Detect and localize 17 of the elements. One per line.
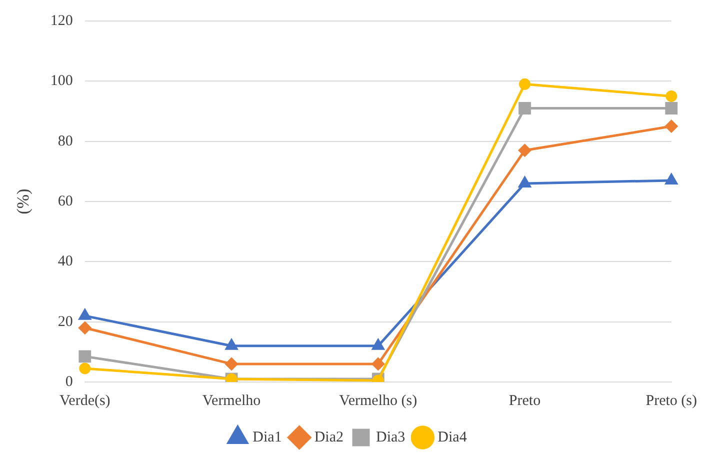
y-tick-label: 20 [58,314,73,330]
legend-label: Dia1 [252,429,282,446]
y-tick-label: 40 [58,254,73,270]
x-tick-label: Preto [508,392,541,409]
y-tick-label: 60 [58,193,73,210]
y-tick-label: 0 [65,374,73,390]
x-tick-label: Vermelho [202,392,261,409]
y-tick-label: 80 [58,133,73,150]
y-tick-label: 100 [50,73,73,90]
x-tick-label: Vermelho (s) [339,392,418,409]
x-tick-label: Preto (s) [646,392,698,409]
legend-label: Dia4 [438,429,468,446]
y-tick-label: 120 [50,12,73,29]
y-axis-title: (%) [14,188,33,214]
legend-label: Dia3 [376,429,406,446]
legend-label: Dia2 [314,429,344,446]
x-tick-label: Verde(s) [59,392,110,409]
